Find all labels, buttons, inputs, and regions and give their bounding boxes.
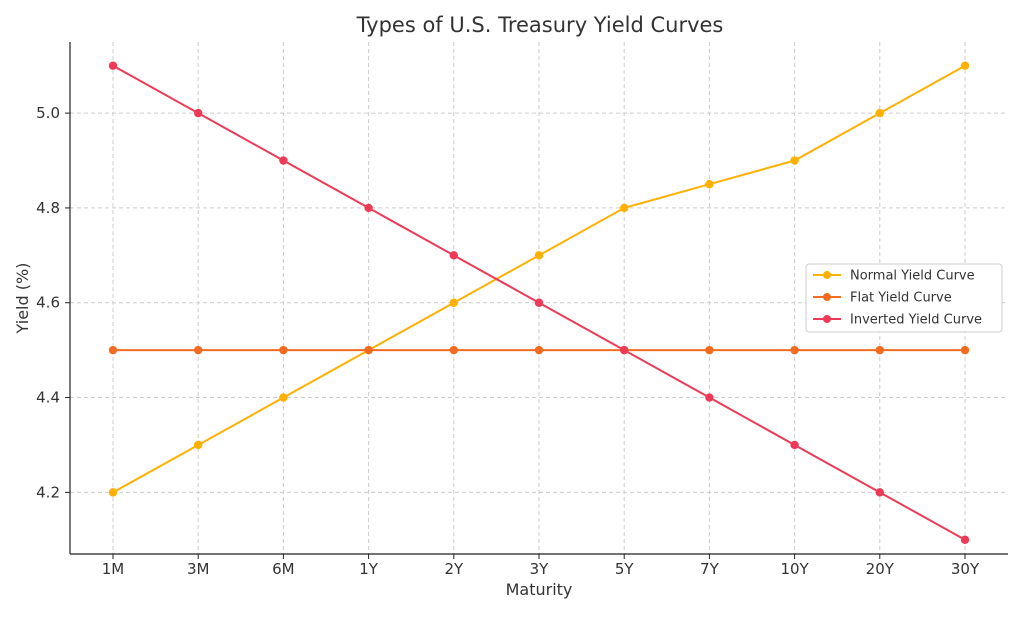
data-point (449, 251, 458, 260)
legend-box (805, 263, 1003, 333)
data-point (705, 393, 714, 402)
data-point (534, 345, 544, 355)
series-1 (108, 345, 970, 355)
x-tick-label: 1M (102, 560, 125, 578)
y-tick-label: 5.0 (36, 104, 60, 122)
data-point (194, 108, 203, 118)
legend-item: Flat Yield Curve (813, 291, 952, 306)
y-tick-label: 4.2 (36, 483, 60, 501)
x-tick-label: 2Y (444, 560, 464, 578)
data-point (960, 345, 970, 355)
x-tick-label: 20Y (866, 560, 895, 578)
data-point (790, 345, 799, 355)
data-point (790, 156, 799, 165)
x-tick-label: 3Y (530, 560, 550, 578)
y-tick-label: 4.6 (36, 294, 60, 312)
legend-label: Flat Yield Curve (850, 291, 952, 306)
data-point (960, 61, 970, 70)
data-point (279, 156, 288, 165)
data-point (108, 61, 118, 70)
data-point (449, 298, 458, 307)
y-tick-label: 4.4 (36, 389, 60, 407)
data-point (279, 345, 288, 355)
legend-swatch-marker (823, 271, 831, 279)
data-point (534, 298, 544, 307)
chart-title: Types of U.S. Treasury Yield Curves (356, 13, 724, 37)
x-tick-label: 7Y (700, 560, 720, 578)
x-axis-title: Maturity (506, 580, 573, 599)
data-point (705, 180, 714, 189)
data-point (620, 345, 629, 355)
axis-ticks: 1M 3M 6M 1Y 2Y 3Y 5Y 7Y 10Y 20Y 30Y 4.2 4.4 4.6 4.8 5.0 (36, 104, 980, 578)
data-point (194, 345, 203, 355)
data-point (108, 488, 118, 497)
data-point (875, 488, 884, 497)
gridlines (70, 42, 1008, 554)
data-point (279, 393, 288, 402)
data-point (960, 535, 970, 544)
x-tick-label: 10Y (780, 560, 809, 578)
x-tick-label: 1Y (359, 560, 379, 578)
legend-swatch-marker (823, 315, 831, 323)
legend-item: Normal Yield Curve (813, 269, 975, 284)
x-tick-label: 30Y (951, 560, 980, 578)
data-point (534, 251, 544, 260)
legend: Normal Yield Curve Flat Yield Curve Invert… (805, 263, 1003, 333)
data-point (364, 203, 373, 213)
data-point (194, 440, 203, 450)
data-point (875, 108, 884, 118)
data-point (364, 345, 373, 355)
data-point (108, 345, 118, 355)
legend-swatch-marker (823, 293, 831, 301)
data-point (875, 345, 884, 355)
y-axis-title: Yield (%) (13, 263, 32, 335)
x-tick-label: 5Y (615, 560, 635, 578)
data-point (705, 345, 714, 355)
y-tick-label: 4.8 (36, 199, 60, 217)
x-tick-label: 6M (272, 560, 295, 578)
data-point (620, 203, 629, 213)
x-tick-label: 3M (187, 560, 210, 578)
series-0 (108, 61, 970, 497)
series-2 (108, 61, 970, 544)
series-lines (108, 61, 970, 544)
data-point (449, 345, 458, 355)
legend-item: Inverted Yield Curve (813, 313, 982, 328)
legend-label: Inverted Yield Curve (850, 313, 982, 328)
data-point (790, 440, 799, 450)
legend-label: Normal Yield Curve (850, 269, 975, 284)
